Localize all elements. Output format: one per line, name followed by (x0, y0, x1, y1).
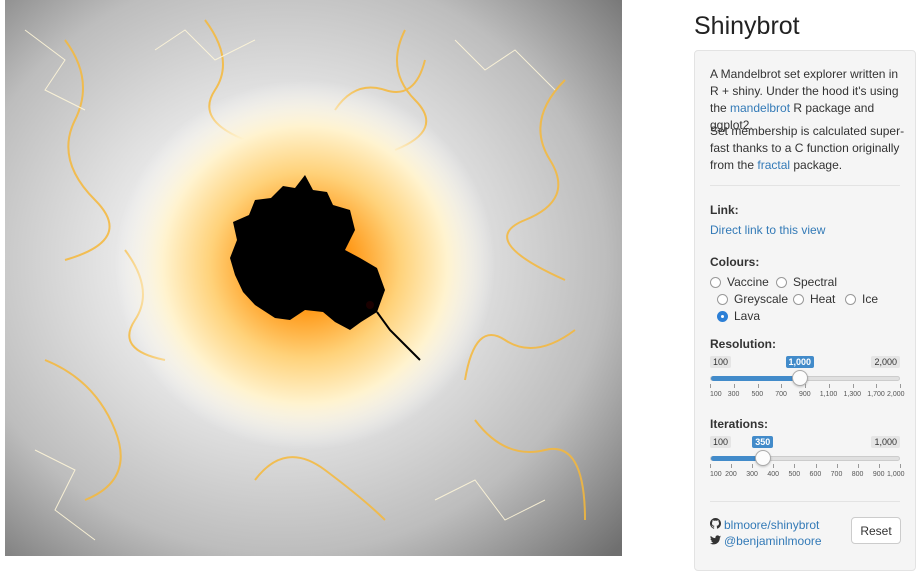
radio-label: Lava (734, 309, 761, 323)
radio-circle[interactable] (845, 293, 856, 305)
about-text-2: Set membership is calculated super-fast … (710, 123, 905, 174)
tick-label: 1,100 (819, 391, 838, 398)
tick-mark (815, 464, 817, 468)
radio-circle-selected[interactable] (717, 310, 728, 322)
sidebar-panel: A Mandelbrot set explorer written in R +… (694, 50, 916, 571)
iterations-ticks (710, 464, 901, 470)
tick-label: 900 (799, 391, 811, 398)
tick-label: 300 (746, 471, 758, 478)
tick-label: 1,700 (867, 391, 885, 398)
tick-mark (900, 384, 901, 388)
radio-circle[interactable] (710, 276, 721, 288)
radio-circle[interactable] (776, 276, 787, 288)
tick-label: 700 (775, 391, 787, 398)
tick-mark (805, 384, 806, 388)
tick-mark (852, 384, 854, 388)
radio-label: Heat (810, 292, 836, 306)
resolution-label: Resolution: (710, 337, 776, 351)
radio-label: Ice (862, 292, 879, 306)
tick-label: 200 (725, 471, 737, 478)
radio-label: Spectral (793, 275, 838, 289)
tick-label: 500 (751, 391, 764, 398)
tick-mark (836, 464, 838, 468)
tick-label: 1,000 (887, 471, 905, 478)
about-text-2b: package. (790, 158, 843, 172)
tick-mark (710, 384, 711, 388)
tick-label: 800 (851, 471, 864, 478)
github-icon (710, 518, 724, 532)
radio-greyscale[interactable]: Greyscale (717, 292, 788, 306)
tick-mark (731, 464, 733, 468)
radio-circle[interactable] (793, 293, 804, 305)
tick-label: 1,300 (843, 391, 862, 398)
tick-mark (752, 464, 754, 468)
iterations-fill (711, 456, 764, 461)
iterations-value: 350 (752, 436, 774, 448)
resolution-fill (711, 376, 801, 381)
direct-link[interactable]: Direct link to this view (710, 223, 826, 237)
mandelbrot-image[interactable] (5, 0, 622, 556)
radio-label: Vaccine (727, 275, 769, 289)
link-label: Link: (710, 203, 739, 217)
iterations-max: 1,000 (871, 436, 900, 448)
radio-label: Greyscale (734, 292, 789, 306)
iterations-handle[interactable] (754, 450, 771, 466)
tick-mark (900, 464, 901, 468)
mandelbrot-link[interactable]: mandelbrot (730, 101, 791, 115)
iterations-min: 100 (710, 436, 732, 448)
tick-label: 600 (809, 471, 822, 478)
resolution-value: 1,000 (785, 356, 815, 368)
page-title: Shinybrot (694, 12, 800, 40)
resolution-handle[interactable] (792, 370, 808, 386)
tick-mark (876, 384, 878, 388)
about-text-1b: R package and ggplot2. (710, 101, 875, 132)
tick-mark (794, 464, 796, 468)
radio-spectral[interactable]: Spectral (776, 275, 837, 289)
iterations-label: Iterations: (710, 417, 769, 431)
twitter-link[interactable]: @benjaminlmoore (724, 534, 822, 548)
radio-ice[interactable]: Ice (845, 292, 878, 306)
radio-vaccine[interactable]: Vaccine (710, 275, 769, 289)
twitter-icon (710, 534, 724, 548)
iterations-track[interactable] (710, 456, 900, 461)
tick-label: 400 (767, 471, 780, 478)
tick-label: 100 (710, 471, 722, 478)
resolution-max: 2,000 (871, 356, 900, 368)
tick-label: 700 (830, 471, 843, 478)
mandelbrot-plot[interactable] (5, 0, 622, 556)
divider (710, 185, 900, 186)
tick-mark (773, 464, 775, 468)
tick-mark (757, 384, 759, 388)
colours-label: Colours: (710, 255, 760, 269)
divider (710, 501, 900, 502)
about-text-2a: Set membership is calculated super-fast … (710, 124, 905, 172)
about-text: A Mandelbrot set explorer written in R +… (710, 66, 905, 134)
radio-lava[interactable]: Lava (717, 309, 760, 323)
fractal-link[interactable]: fractal (757, 158, 791, 172)
twitter-link-row[interactable]: @benjaminlmoore (710, 534, 822, 548)
reset-button[interactable]: Reset (851, 517, 901, 544)
tick-label: 500 (788, 471, 801, 478)
github-link-row[interactable]: blmoore/shinybrot (710, 518, 819, 532)
resolution-min: 100 (710, 356, 732, 368)
tick-mark (781, 384, 783, 388)
tick-label: 300 (727, 391, 740, 398)
tick-mark (857, 464, 859, 468)
tick-label: 100 (710, 391, 722, 398)
radio-circle[interactable] (717, 293, 728, 305)
tick-label: 2,000 (887, 391, 905, 398)
tick-mark (878, 464, 880, 468)
radio-heat[interactable]: Heat (793, 292, 835, 306)
tick-mark (733, 384, 735, 388)
github-link[interactable]: blmoore/shinybrot (724, 518, 820, 532)
about-text-1: A Mandelbrot set explorer written in R +… (710, 67, 899, 115)
resolution-ticks (710, 384, 901, 390)
tick-label: 900 (872, 471, 885, 478)
tick-mark (710, 464, 711, 468)
tick-mark (828, 384, 830, 388)
